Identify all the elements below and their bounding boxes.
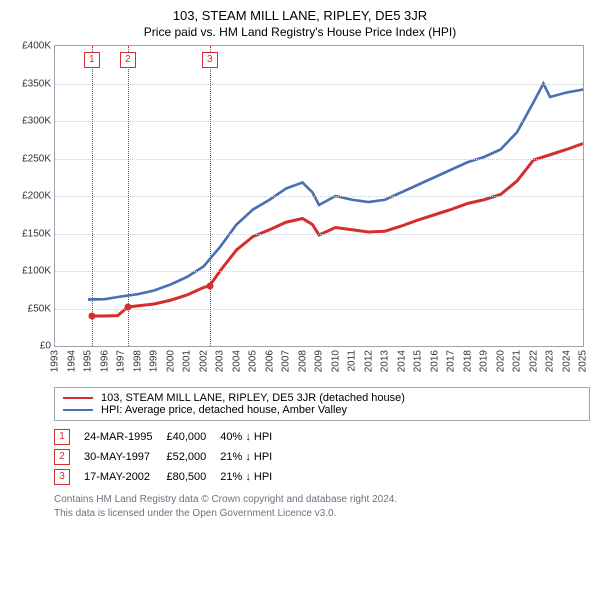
x-axis-label: 2012 (363, 350, 374, 372)
y-axis-label: £50K (28, 303, 51, 314)
event-number-box: 3 (54, 469, 70, 485)
event-date: 24-MAR-1995 (84, 427, 166, 447)
x-axis-label: 1997 (116, 350, 127, 372)
x-axis-label: 1993 (50, 350, 61, 372)
legend-box: 103, STEAM MILL LANE, RIPLEY, DE5 3JR (d… (54, 387, 590, 421)
x-axis-label: 2018 (462, 350, 473, 372)
x-axis-label: 2002 (198, 350, 209, 372)
x-axis-label: 1994 (66, 350, 77, 372)
chart-subtitle: Price paid vs. HM Land Registry's House … (10, 25, 590, 39)
x-axis-label: 2023 (545, 350, 556, 372)
event-row: 2 30-MAY-1997£52,00021% ↓ HPI (54, 447, 286, 467)
event-row: 1 24-MAR-1995£40,00040% ↓ HPI (54, 427, 286, 447)
grid-line (55, 84, 583, 85)
series-line-hpi (88, 84, 583, 300)
x-axis-label: 2001 (182, 350, 193, 372)
x-axis-label: 2006 (264, 350, 275, 372)
legend-label: 103, STEAM MILL LANE, RIPLEY, DE5 3JR (d… (101, 392, 405, 404)
event-marker-label: 1 (84, 52, 100, 68)
event-number-box: 1 (54, 429, 70, 445)
x-axis-label: 2014 (396, 350, 407, 372)
x-axis-label: 2016 (429, 350, 440, 372)
series-line-price_paid (92, 144, 583, 317)
x-axis-label: 2004 (231, 350, 242, 372)
x-axis-label: 2021 (512, 350, 523, 372)
footer-attribution: Contains HM Land Registry data © Crown c… (54, 493, 590, 520)
x-axis-label: 2010 (330, 350, 341, 372)
x-axis-label: 2000 (165, 350, 176, 372)
legend-row: HPI: Average price, detached house, Ambe… (63, 404, 581, 416)
x-axis-label: 1999 (149, 350, 160, 372)
chart-plot-area: £0£50K£100K£150K£200K£250K£300K£350K£400… (54, 45, 584, 347)
grid-line (55, 159, 583, 160)
x-axis-label: 2009 (314, 350, 325, 372)
chart-title: 103, STEAM MILL LANE, RIPLEY, DE5 3JR (10, 8, 590, 23)
y-axis-label: £350K (22, 78, 51, 89)
x-axis-label: 2015 (413, 350, 424, 372)
grid-line (55, 196, 583, 197)
event-marker-dot (124, 304, 131, 311)
event-price: £52,000 (166, 447, 220, 467)
x-axis-label: 2017 (446, 350, 457, 372)
event-date: 30-MAY-1997 (84, 447, 166, 467)
legend-swatch (63, 409, 93, 411)
grid-line (55, 271, 583, 272)
event-marker-line (92, 46, 93, 346)
x-axis-label: 2020 (495, 350, 506, 372)
y-axis-label: £300K (22, 116, 51, 127)
event-date: 17-MAY-2002 (84, 467, 166, 487)
x-axis-label: 2025 (578, 350, 589, 372)
x-axis-label: 2011 (347, 350, 358, 372)
event-marker-dot (206, 282, 213, 289)
footer-line-1: Contains HM Land Registry data © Crown c… (54, 493, 590, 507)
event-row: 3 17-MAY-2002£80,50021% ↓ HPI (54, 467, 286, 487)
x-axis-label: 1998 (132, 350, 143, 372)
y-axis-label: £400K (22, 41, 51, 52)
events-table: 1 24-MAR-1995£40,00040% ↓ HPI 2 30-MAY-1997… (54, 427, 590, 487)
event-marker-label: 3 (202, 52, 218, 68)
y-axis-label: £200K (22, 191, 51, 202)
footer-line-2: This data is licensed under the Open Gov… (54, 507, 590, 521)
legend-label: HPI: Average price, detached house, Ambe… (101, 404, 347, 416)
x-axis-label: 2019 (479, 350, 490, 372)
event-delta: 40% ↓ HPI (220, 427, 286, 447)
event-price: £80,500 (166, 467, 220, 487)
event-delta: 21% ↓ HPI (220, 447, 286, 467)
x-axis-label: 2007 (281, 350, 292, 372)
y-axis-label: £150K (22, 228, 51, 239)
y-axis-label: £250K (22, 153, 51, 164)
x-axis-label: 1996 (99, 350, 110, 372)
event-marker-line (210, 46, 211, 346)
grid-line (55, 234, 583, 235)
legend-swatch (63, 397, 93, 399)
grid-line (55, 309, 583, 310)
x-axis-label: 2022 (528, 350, 539, 372)
x-axis-label: 2005 (248, 350, 259, 372)
grid-line (55, 121, 583, 122)
event-price: £40,000 (166, 427, 220, 447)
x-axis-label: 1995 (83, 350, 94, 372)
x-axis-label: 2008 (297, 350, 308, 372)
event-delta: 21% ↓ HPI (220, 467, 286, 487)
y-axis-label: £100K (22, 266, 51, 277)
event-marker-dot (88, 313, 95, 320)
event-number-box: 2 (54, 449, 70, 465)
x-axis-label: 2003 (215, 350, 226, 372)
event-marker-line (128, 46, 129, 346)
legend-row: 103, STEAM MILL LANE, RIPLEY, DE5 3JR (d… (63, 392, 581, 404)
x-axis-label: 2013 (380, 350, 391, 372)
x-axis-label: 2024 (561, 350, 572, 372)
event-marker-label: 2 (120, 52, 136, 68)
